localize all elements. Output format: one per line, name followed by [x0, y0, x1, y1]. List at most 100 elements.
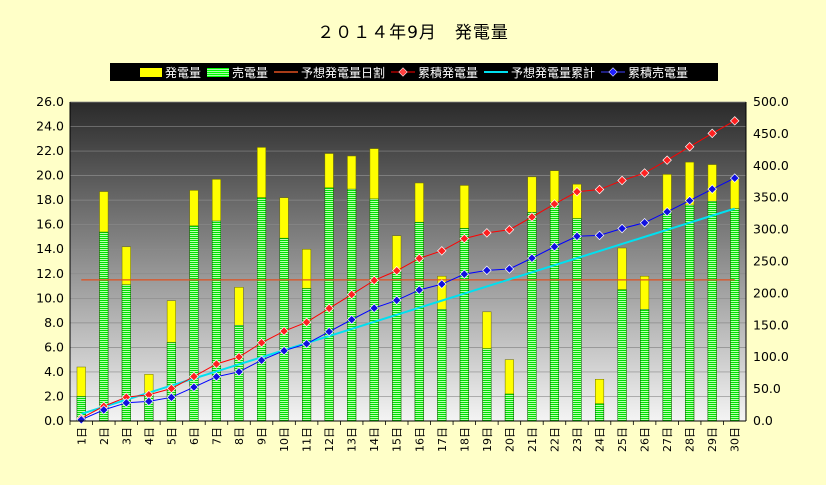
x-tick-label: 28日 — [684, 427, 697, 452]
series-marker — [639, 217, 650, 228]
series-marker — [459, 269, 470, 279]
y-right-tick-label: 100.0 — [753, 349, 789, 364]
series-marker — [594, 184, 605, 195]
series-marker — [166, 392, 177, 403]
series-marker — [662, 207, 672, 217]
x-tick-label: 5日 — [165, 427, 178, 445]
y-right-tick-label: 400.0 — [753, 158, 789, 173]
bar-sales — [527, 212, 537, 422]
x-tick-label: 2日 — [98, 427, 111, 445]
y-left-tick-label: 6.0 — [44, 339, 64, 354]
x-tick-label: 14日 — [368, 427, 381, 452]
x-tick-label: 12日 — [323, 427, 336, 452]
x-tick-label: 19日 — [481, 427, 494, 452]
y-left-tick-label: 2.0 — [44, 388, 64, 403]
series-marker — [391, 295, 402, 306]
bar-sales — [662, 210, 672, 422]
series-marker — [99, 405, 109, 415]
series-marker — [504, 224, 515, 235]
series-marker — [76, 414, 87, 425]
series-marker — [346, 289, 357, 300]
y-left-tick-label: 0.0 — [44, 413, 64, 428]
legend-label-generation: 発電量 — [164, 65, 201, 80]
y-left-tick-label: 26.0 — [36, 94, 64, 109]
series-marker — [166, 383, 177, 394]
bar-sales — [707, 201, 717, 422]
y-right-tick-label: 200.0 — [753, 285, 789, 300]
series-marker — [121, 392, 132, 402]
y-left-tick-label: 8.0 — [44, 315, 64, 330]
bar-sales — [730, 208, 740, 422]
x-tick-label: 29日 — [706, 427, 719, 452]
series-marker — [729, 116, 740, 126]
bar-sales — [459, 228, 469, 422]
series-marker — [346, 314, 357, 325]
bar-sales — [595, 403, 605, 422]
x-tick-label: 9日 — [256, 427, 269, 445]
x-tick-label: 23日 — [571, 427, 584, 452]
x-tick-label: 15日 — [391, 427, 404, 452]
legend-label-forecast-cum: 予想発電量累計 — [511, 65, 596, 80]
x-tick-label: 16日 — [413, 427, 426, 452]
series-marker — [279, 326, 289, 336]
y-right-tick-label: 350.0 — [753, 190, 789, 205]
series-marker — [572, 186, 582, 197]
series-marker — [144, 396, 154, 407]
series-marker — [121, 398, 132, 408]
series-marker — [707, 128, 717, 139]
legend-item-sales: 売電量 — [206, 64, 268, 81]
legend-item-forecast-daily: 予想発電量日割 — [273, 64, 385, 81]
x-tick-label: 1日 — [75, 427, 88, 445]
bar-sales — [211, 220, 221, 422]
series-marker — [639, 168, 650, 178]
legend-swatch-cum-sales — [601, 67, 626, 77]
y-right-tick-label: 0.0 — [753, 413, 773, 428]
bar-sales — [482, 348, 492, 422]
series-marker — [391, 266, 402, 276]
series-marker — [617, 175, 627, 186]
bar-sales — [414, 221, 424, 422]
legend-label-sales: 売電量 — [231, 65, 268, 80]
x-tick-label: 27日 — [661, 427, 674, 452]
plot-area — [70, 102, 746, 421]
legend: 発電量 売電量 予想発電量日割 累積発電量 予想発電量累計 累積売電量 — [110, 63, 718, 81]
series-marker — [459, 233, 470, 244]
y-right-tick-label: 450.0 — [753, 126, 789, 141]
legend-swatch-generation — [139, 67, 162, 77]
series-marker — [189, 382, 199, 392]
series-marker — [662, 155, 672, 165]
y-right-tick-label: 300.0 — [753, 222, 789, 237]
bar-sales — [392, 271, 402, 422]
y-right-tick-label: 50.0 — [753, 381, 781, 396]
y-left-tick-label: 20.0 — [36, 168, 64, 183]
y-right-tick-label: 250.0 — [753, 254, 789, 269]
series-marker — [437, 246, 447, 256]
bar-sales — [99, 231, 109, 422]
legend-swatch-sales — [206, 67, 229, 77]
series-marker — [437, 279, 447, 289]
x-tick-label: 18日 — [458, 427, 471, 452]
bar-sales — [572, 218, 582, 422]
y-right-tick-label: 150.0 — [753, 317, 789, 332]
y-left-tick-label: 4.0 — [44, 364, 64, 379]
x-tick-label: 13日 — [346, 427, 359, 452]
legend-item-cum-generation: 累積発電量 — [391, 64, 478, 81]
series-marker — [414, 253, 425, 264]
bar-sales — [504, 393, 514, 422]
series-marker — [324, 303, 334, 314]
series-marker — [211, 372, 222, 382]
series-marker — [234, 367, 244, 377]
x-tick-label: 25日 — [616, 427, 629, 452]
legend-swatch-forecast-daily — [273, 71, 298, 73]
legend-item-cum-sales: 累積売電量 — [601, 64, 688, 81]
series-line — [81, 120, 735, 419]
bar-sales — [549, 202, 559, 422]
legend-swatch-forecast-cum — [484, 71, 509, 73]
x-tick-label: 30日 — [729, 427, 742, 452]
series-marker — [549, 242, 560, 252]
x-tick-label: 6日 — [188, 427, 201, 445]
bar-sales — [166, 342, 176, 422]
bar-sales — [257, 197, 267, 422]
bar-sales — [302, 288, 312, 422]
series-marker — [369, 275, 379, 286]
